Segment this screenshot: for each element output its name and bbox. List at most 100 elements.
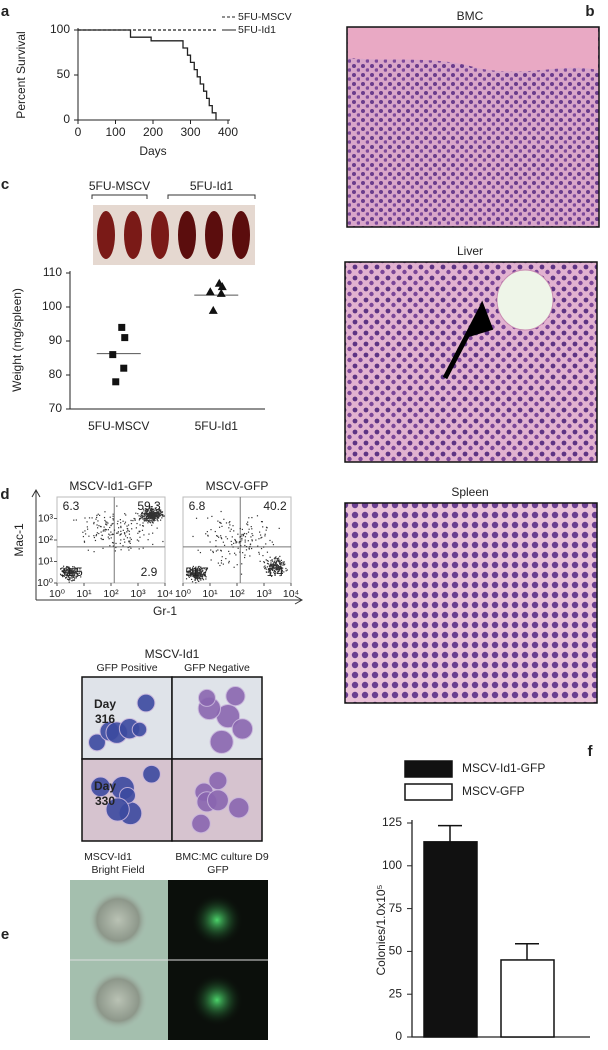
event-dot-decoration <box>270 567 272 570</box>
event-dot-decoration <box>108 538 110 540</box>
event-dot-decoration <box>72 566 74 568</box>
event-dot-decoration <box>76 568 78 570</box>
event-dot-decoration <box>147 522 149 524</box>
event-dot-decoration <box>198 568 200 570</box>
event-dot-decoration <box>244 556 246 559</box>
event-dot-decoration <box>217 549 219 551</box>
event-dot-decoration <box>107 529 109 531</box>
cytology-title: MSCV-Id1 <box>145 647 200 661</box>
event-dot-decoration <box>124 521 127 523</box>
event-dot-decoration <box>281 572 283 574</box>
event-dot-decoration <box>200 572 202 574</box>
event-dot-decoration <box>278 567 280 569</box>
event-dot-decoration <box>73 576 75 578</box>
event-dot-decoration <box>140 514 142 516</box>
event-dot-decoration <box>73 519 75 521</box>
event-dot-decoration <box>275 562 277 564</box>
event-dot-decoration <box>158 514 160 516</box>
event-dot-decoration <box>234 538 236 541</box>
event-dot-decoration <box>189 571 191 573</box>
event-dot-decoration <box>148 512 150 514</box>
event-dot-decoration <box>285 567 287 570</box>
image-caption: BMC:MC culture D9 <box>175 851 269 863</box>
histology-image <box>344 502 598 704</box>
event-dot-decoration <box>128 533 131 535</box>
event-dot-decoration <box>186 573 188 575</box>
event-dot-decoration <box>190 572 193 575</box>
panel-label: a <box>1 3 10 20</box>
event-dot-decoration <box>271 564 273 566</box>
event-dot-decoration <box>72 574 74 577</box>
event-dot-decoration <box>193 572 196 574</box>
event-dot-decoration <box>197 574 199 576</box>
event-dot-decoration <box>65 570 67 572</box>
event-dot-decoration <box>74 569 76 571</box>
event-dot-decoration <box>109 534 111 536</box>
event-dot-decoration <box>260 521 263 523</box>
cell <box>131 721 148 738</box>
event-dot-decoration <box>122 520 124 522</box>
event-dot-decoration <box>147 520 150 522</box>
y-axis-label: Mac-1 <box>12 523 26 557</box>
event-dot-decoration <box>250 525 252 528</box>
event-dot-decoration <box>194 578 196 580</box>
event-dot-decoration <box>272 566 274 568</box>
plot-title: MSCV-GFP <box>206 479 269 493</box>
event-dot-decoration <box>188 574 190 576</box>
event-dot-decoration <box>155 511 157 513</box>
event-dot-decoration <box>154 514 156 516</box>
event-dot-decoration <box>112 515 114 517</box>
event-dot-decoration <box>249 543 252 546</box>
row-label: Day <box>94 779 116 793</box>
event-dot-decoration <box>130 538 132 540</box>
row-label: 330 <box>95 794 115 808</box>
event-dot-decoration <box>232 525 234 527</box>
event-dot-decoration <box>66 568 68 571</box>
plot-title: MSCV-Id1-GFP <box>69 479 152 493</box>
event-dot-decoration <box>135 527 137 529</box>
event-dot-decoration <box>162 515 164 518</box>
event-dot-decoration <box>72 572 75 574</box>
event-dot-decoration <box>199 569 201 571</box>
x-tick-label: 200 <box>143 125 163 139</box>
event-dot-decoration <box>139 516 142 518</box>
event-dot-decoration <box>159 510 161 513</box>
x-tick-label: 10⁰ <box>49 588 66 600</box>
event-dot-decoration <box>71 572 73 574</box>
event-dot-decoration <box>264 535 266 537</box>
event-dot-decoration <box>159 509 161 511</box>
event-dot-decoration <box>150 513 153 515</box>
event-dot-decoration <box>129 542 131 544</box>
event-dot-decoration <box>112 533 114 535</box>
event-dot-decoration <box>202 573 204 575</box>
event-dot-decoration <box>78 572 80 574</box>
event-dot-decoration <box>135 512 137 514</box>
event-dot-decoration <box>95 535 97 537</box>
event-dot-decoration <box>156 512 159 514</box>
event-dot-decoration <box>65 576 68 578</box>
event-dot-decoration <box>188 575 190 577</box>
event-dot-decoration <box>225 522 228 524</box>
event-dot-decoration <box>276 567 278 569</box>
event-dot-decoration <box>88 517 91 519</box>
event-dot-decoration <box>64 572 66 574</box>
event-dot-decoration <box>270 562 272 564</box>
event-dot-decoration <box>158 512 160 514</box>
event-dot-decoration <box>72 576 74 578</box>
event-dot-decoration <box>65 571 67 573</box>
event-dot-decoration <box>283 564 286 566</box>
event-dot-decoration <box>157 517 159 519</box>
event-dot-decoration <box>282 561 284 563</box>
panel-label: f <box>588 743 594 760</box>
event-dot-decoration <box>194 570 196 572</box>
event-dot-decoration <box>97 513 99 515</box>
event-dot-decoration <box>70 570 73 572</box>
event-dot-decoration <box>282 562 284 564</box>
event-dot-decoration <box>269 556 271 558</box>
event-dot-decoration <box>145 513 147 515</box>
event-dot-decoration <box>126 537 129 539</box>
event-dot-decoration <box>270 560 272 562</box>
event-dot-decoration <box>280 563 282 565</box>
event-dot-decoration <box>69 578 71 580</box>
histology-image <box>344 261 598 463</box>
